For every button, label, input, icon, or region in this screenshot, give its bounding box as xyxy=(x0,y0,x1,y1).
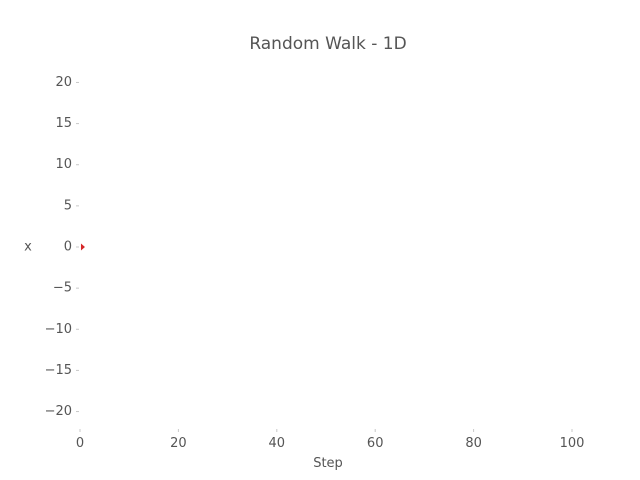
y-tick-label: −20 xyxy=(45,404,72,419)
y-tick-label: −5 xyxy=(53,281,72,296)
y-tick-label: −15 xyxy=(45,363,72,378)
y-tick-label: 5 xyxy=(64,198,72,213)
x-tick-label: 20 xyxy=(170,436,187,451)
walker-marker xyxy=(80,243,85,251)
x-tick-label: 0 xyxy=(76,436,84,451)
chart-title: Random Walk - 1D xyxy=(249,34,406,54)
y-tick-label: 10 xyxy=(55,157,72,172)
y-axis-label: x xyxy=(24,240,32,255)
x-tick-label: 60 xyxy=(367,436,384,451)
x-axis-label: Step xyxy=(313,456,343,471)
y-tick-label: 0 xyxy=(64,240,72,255)
x-tick-label: 40 xyxy=(269,436,286,451)
x-axis: 0 20 40 60 80 100 xyxy=(76,429,585,451)
y-tick-label: 20 xyxy=(55,75,72,90)
x-tick-label: 100 xyxy=(560,436,585,451)
y-tick-label: 15 xyxy=(55,116,72,131)
y-axis: 20 15 10 5 0 −5 −10 −15 −20 xyxy=(45,75,79,419)
data-points xyxy=(80,243,85,251)
x-tick-label: 80 xyxy=(465,436,482,451)
y-tick-label: −10 xyxy=(45,322,72,337)
